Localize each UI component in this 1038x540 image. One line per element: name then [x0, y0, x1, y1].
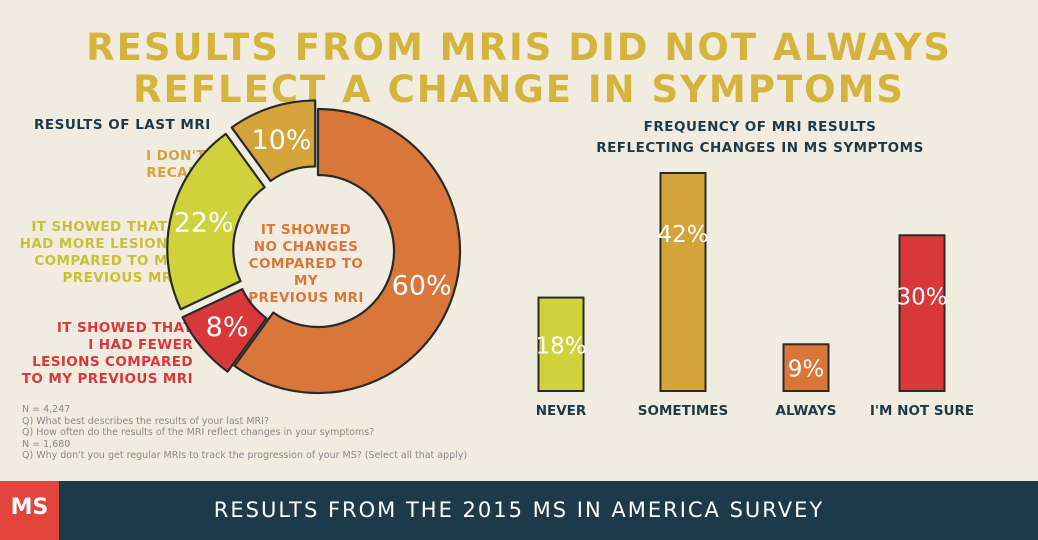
chart-title-line-1: RESULTS FROM MRIS DID NOT ALWAYS	[86, 26, 952, 69]
slice-label-no-changes: IT SHOWED NO CHANGES COMPARED TO MY PREV…	[248, 222, 364, 306]
donut-chart: 60% 8% 22% 10%	[166, 99, 462, 395]
donut-slice-no-changes	[233, 107, 462, 395]
survey-notes: N = 4,247 Q) What best describes the res…	[22, 404, 467, 462]
ms-logo: MS	[0, 481, 59, 540]
bar-always	[782, 343, 830, 392]
bar-category-label-never: NEVER	[536, 403, 587, 419]
bar-value-label-not-sure: 30%	[896, 284, 947, 310]
bar-sometimes	[659, 172, 707, 392]
bar-chart: 18% NEVER 42% SOMETIMES 9% ALWAYS 30% I'M NOT S…	[535, 172, 974, 419]
bar-not-sure	[898, 234, 946, 392]
bar-category-label-not-sure: I'M NOT SURE	[870, 403, 974, 419]
bar-value-label-sometimes: 42%	[657, 222, 708, 248]
donut-value-label-no-changes: 60%	[392, 271, 452, 302]
donut-chart-title: RESULTS OF LAST MRI	[34, 117, 211, 133]
note-line: N = 4,247	[22, 404, 71, 415]
footer-bar: RESULTS FROM THE 2015 MS IN AMERICA SURV…	[0, 481, 1038, 540]
donut-slice-fewer-lesions	[181, 287, 268, 373]
slice-label-more-lesions: IT SHOWED THAT I HAD MORE LESIONS COMPAR…	[19, 219, 178, 286]
donut-slice-more-lesions	[166, 132, 266, 311]
footer-text: RESULTS FROM THE 2015 MS IN AMERICA SURV…	[213, 498, 825, 522]
donut-value-label-more-lesions: 22%	[174, 208, 234, 239]
chart-title-line-2: REFLECT A CHANGE IN SYMPTOMS	[132, 68, 906, 111]
note-line: Q) What best describes the results of yo…	[22, 415, 269, 427]
slice-label-fewer-lesions: IT SHOWED THAT I HAD FEWER LESIONS COMPA…	[21, 320, 193, 387]
donut-slice-dont-recall	[230, 99, 317, 183]
note-line: Q) Why don't you get regular MRIs to tra…	[22, 450, 468, 461]
bar-chart-title: FREQUENCY OF MRI RESULTS REFLECTING CHAN…	[596, 119, 924, 156]
bar-category-label-always: ALWAYS	[776, 403, 837, 419]
bar-never	[537, 296, 585, 393]
note-line: N = 1,680	[22, 438, 71, 450]
note-line: Q) How often do the results of the MRI r…	[22, 427, 375, 438]
donut-value-label-dont-recall: 10%	[252, 125, 312, 156]
bar-category-label-sometimes: SOMETIMES	[638, 403, 728, 419]
ms-logo-text: MS	[10, 495, 49, 520]
bar-value-label-always: 9%	[788, 357, 825, 383]
donut-value-label-fewer-lesions: 8%	[206, 312, 249, 343]
bar-value-label-never: 18%	[535, 333, 586, 359]
charts-canvas: 60% 8% 22% 10% 18% NEVER 42% SOMETIMES 9% ALWAYS…	[166, 99, 974, 419]
